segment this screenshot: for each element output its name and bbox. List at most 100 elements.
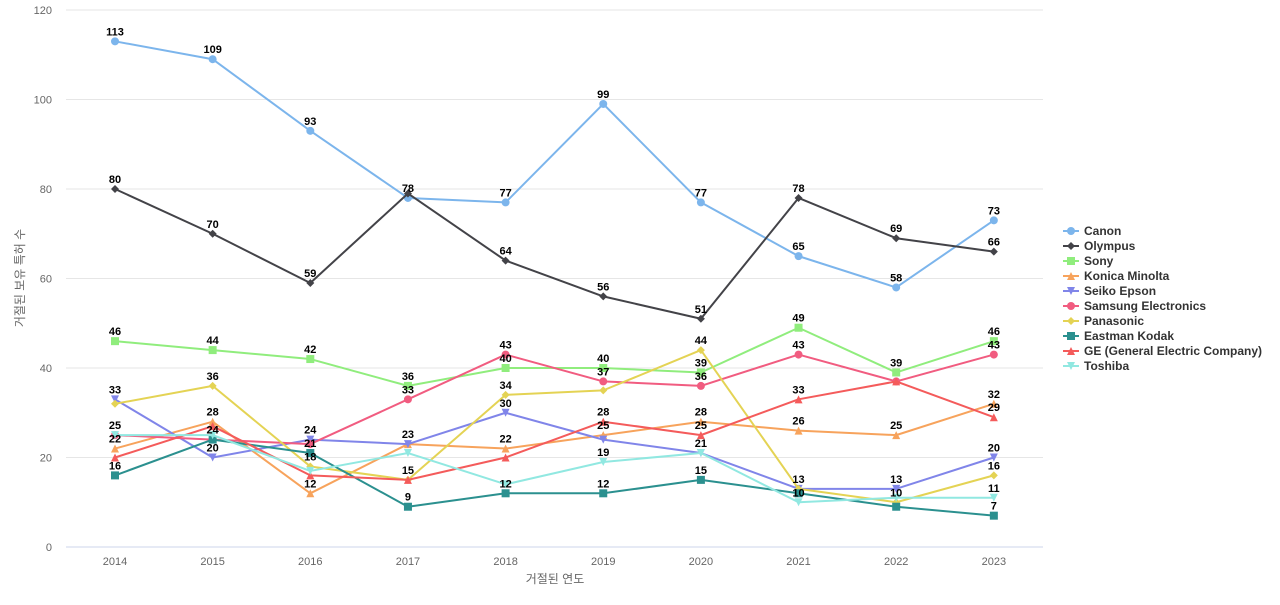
data-point[interactable] bbox=[208, 431, 217, 440]
data-point[interactable] bbox=[892, 283, 901, 292]
data-point[interactable] bbox=[892, 368, 901, 377]
data-point[interactable] bbox=[892, 502, 901, 511]
data-point[interactable] bbox=[696, 346, 705, 355]
data-point[interactable] bbox=[892, 234, 901, 243]
data-point[interactable] bbox=[696, 449, 705, 458]
data-point[interactable] bbox=[501, 480, 510, 489]
data-point[interactable] bbox=[599, 377, 608, 386]
data-point[interactable] bbox=[306, 471, 315, 480]
data-point[interactable] bbox=[403, 395, 412, 404]
data-point[interactable] bbox=[111, 395, 119, 404]
data-point[interactable] bbox=[794, 323, 803, 332]
data-point[interactable] bbox=[794, 350, 803, 359]
data-point[interactable] bbox=[599, 99, 608, 108]
series-line[interactable] bbox=[114, 188, 994, 320]
data-point[interactable] bbox=[501, 350, 510, 359]
data-point[interactable] bbox=[696, 381, 705, 390]
data-point[interactable] bbox=[989, 413, 998, 422]
legend-symbol-marker[interactable] bbox=[1067, 272, 1075, 280]
data-point[interactable] bbox=[501, 364, 510, 372]
data-point[interactable] bbox=[794, 252, 803, 261]
data-point[interactable] bbox=[111, 453, 119, 462]
data-point[interactable] bbox=[208, 381, 217, 390]
data-point[interactable] bbox=[696, 431, 705, 440]
data-point[interactable] bbox=[989, 399, 998, 408]
legend-item-eastman-kodak[interactable]: Eastman Kodak bbox=[1063, 329, 1174, 343]
data-point[interactable] bbox=[403, 381, 412, 390]
data-point[interactable] bbox=[599, 457, 608, 466]
data-point[interactable] bbox=[208, 417, 217, 426]
data-point[interactable] bbox=[306, 440, 315, 449]
legend-item-seiko-epson[interactable]: Seiko Epson bbox=[1063, 284, 1156, 298]
data-point[interactable] bbox=[111, 471, 119, 480]
legend-item-sony[interactable]: Sony bbox=[1063, 254, 1114, 268]
data-point[interactable] bbox=[501, 408, 510, 417]
data-point[interactable] bbox=[501, 489, 510, 498]
series-line[interactable] bbox=[114, 380, 995, 481]
data-point[interactable] bbox=[696, 314, 705, 323]
series-line[interactable] bbox=[114, 353, 995, 446]
data-point[interactable] bbox=[989, 216, 998, 225]
data-point[interactable] bbox=[989, 511, 998, 520]
data-point[interactable] bbox=[306, 449, 315, 458]
legend-symbol-marker[interactable] bbox=[1067, 257, 1075, 265]
legend-symbol-marker[interactable] bbox=[1067, 227, 1075, 235]
data-point[interactable] bbox=[403, 449, 412, 458]
data-point[interactable] bbox=[989, 453, 998, 462]
data-point[interactable] bbox=[306, 489, 315, 498]
data-point[interactable] bbox=[989, 350, 998, 359]
data-point[interactable] bbox=[501, 256, 510, 265]
data-point[interactable] bbox=[989, 337, 998, 346]
legend-item-samsung-electronics[interactable]: Samsung Electronics bbox=[1063, 299, 1206, 313]
data-point[interactable] bbox=[599, 386, 608, 395]
legend-symbol-marker[interactable] bbox=[1067, 362, 1075, 370]
data-point[interactable] bbox=[111, 431, 119, 440]
data-point[interactable] bbox=[306, 126, 315, 135]
data-point[interactable] bbox=[696, 198, 705, 207]
data-point[interactable] bbox=[208, 453, 217, 462]
data-point[interactable] bbox=[892, 377, 901, 386]
legend-symbol-marker[interactable] bbox=[1067, 302, 1075, 310]
legend-item-olympus[interactable]: Olympus bbox=[1063, 239, 1136, 253]
data-point[interactable] bbox=[501, 453, 510, 462]
legend-symbol-marker[interactable] bbox=[1067, 242, 1075, 250]
data-point[interactable] bbox=[208, 435, 217, 444]
series-line[interactable] bbox=[114, 349, 995, 504]
series-line[interactable] bbox=[114, 398, 995, 490]
series-line[interactable] bbox=[114, 326, 995, 387]
data-point[interactable] bbox=[501, 390, 510, 399]
data-point[interactable] bbox=[794, 395, 803, 404]
data-point[interactable] bbox=[111, 337, 119, 346]
data-point[interactable] bbox=[599, 292, 608, 301]
data-point[interactable] bbox=[208, 229, 217, 238]
data-point[interactable] bbox=[794, 498, 803, 507]
legend-symbol-marker[interactable] bbox=[1067, 287, 1075, 295]
data-point[interactable] bbox=[599, 489, 608, 498]
data-point[interactable] bbox=[696, 368, 705, 377]
data-point[interactable] bbox=[111, 37, 119, 46]
legend-item-ge-general-electric-company[interactable]: GE (General Electric Company) bbox=[1063, 344, 1262, 358]
data-point[interactable] bbox=[111, 185, 119, 193]
data-point[interactable] bbox=[892, 431, 901, 440]
data-point[interactable] bbox=[111, 399, 119, 408]
data-point[interactable] bbox=[306, 355, 315, 364]
data-point[interactable] bbox=[696, 475, 705, 484]
legend-item-toshiba[interactable]: Toshiba bbox=[1063, 359, 1129, 373]
data-point[interactable] bbox=[989, 493, 998, 502]
data-point[interactable] bbox=[599, 364, 608, 372]
data-point[interactable] bbox=[403, 189, 412, 198]
data-point[interactable] bbox=[501, 198, 510, 207]
data-point[interactable] bbox=[989, 471, 998, 480]
data-point[interactable] bbox=[306, 278, 315, 287]
legend-symbol-marker[interactable] bbox=[1067, 332, 1075, 340]
data-point[interactable] bbox=[696, 417, 705, 426]
legend-item-konica-minolta[interactable]: Konica Minolta bbox=[1063, 269, 1170, 283]
data-point[interactable] bbox=[794, 426, 803, 435]
data-point[interactable] bbox=[403, 502, 412, 511]
data-point[interactable] bbox=[403, 440, 412, 449]
data-point[interactable] bbox=[306, 466, 315, 475]
data-point[interactable] bbox=[208, 346, 217, 355]
data-point[interactable] bbox=[892, 493, 901, 502]
data-point[interactable] bbox=[599, 435, 608, 444]
